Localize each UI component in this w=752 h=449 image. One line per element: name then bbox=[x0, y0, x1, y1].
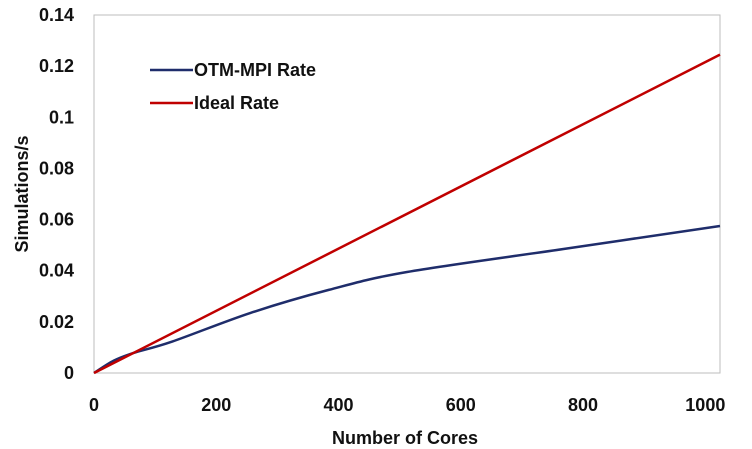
series-line-otm-mpi-rate bbox=[93, 224, 721, 375]
y-tick-label: 0.08 bbox=[39, 158, 74, 178]
y-axis-title: Simulations/s bbox=[12, 135, 32, 252]
y-tick-label: 0 bbox=[64, 363, 74, 383]
plot-area-border bbox=[93, 14, 721, 374]
x-tick-label: 0 bbox=[89, 395, 99, 415]
x-tick-label: 200 bbox=[201, 395, 231, 415]
y-tick-label: 0.04 bbox=[39, 261, 74, 281]
x-tick-label: 400 bbox=[324, 395, 354, 415]
y-axis-ticks: 0 0.02 0.04 0.06 0.08 0.1 0.12 0.14 bbox=[39, 5, 74, 383]
series-layer bbox=[93, 53, 721, 375]
x-axis-title: Number of Cores bbox=[332, 428, 478, 448]
legend-label: Ideal Rate bbox=[194, 93, 279, 113]
x-tick-label: 1000 bbox=[685, 395, 725, 415]
legend: OTM-MPI Rate Ideal Rate bbox=[150, 60, 316, 113]
x-tick-label: 800 bbox=[568, 395, 598, 415]
y-tick-label: 0.14 bbox=[39, 5, 74, 25]
series-line-ideal-rate bbox=[93, 53, 721, 375]
y-tick-label: 0.1 bbox=[49, 107, 74, 127]
y-tick-label: 0.02 bbox=[39, 312, 74, 332]
legend-label: OTM-MPI Rate bbox=[194, 60, 316, 80]
y-tick-label: 0.12 bbox=[39, 56, 74, 76]
y-tick-label: 0.06 bbox=[39, 210, 74, 230]
x-tick-label: 600 bbox=[446, 395, 476, 415]
x-axis-ticks: 0 200 400 600 800 1000 bbox=[89, 395, 725, 415]
